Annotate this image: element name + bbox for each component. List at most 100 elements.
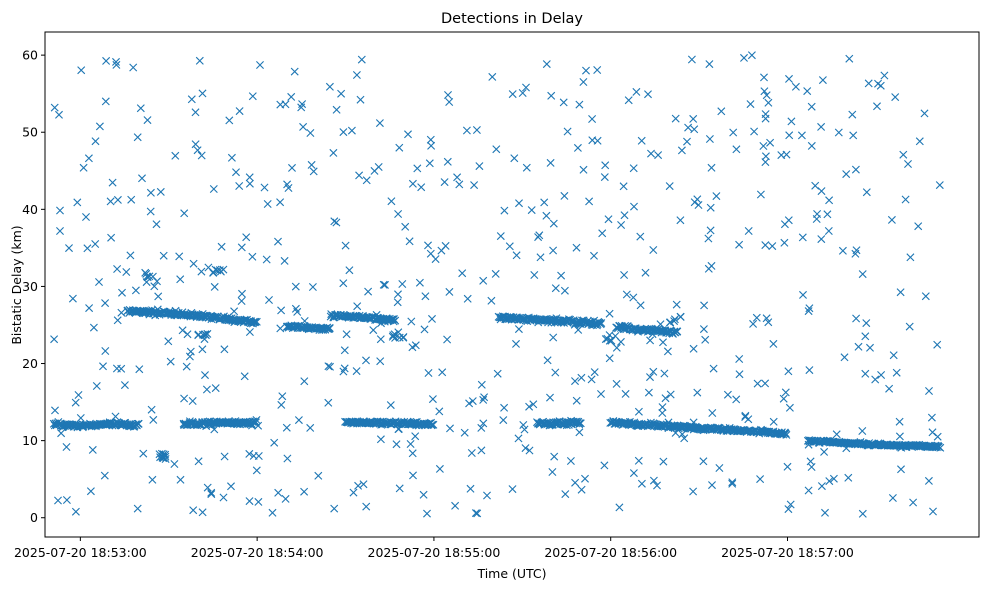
data-point-marker: [914, 222, 923, 231]
data-point-marker: [156, 187, 165, 196]
data-point-marker: [630, 202, 638, 211]
data-point-marker: [372, 310, 381, 319]
data-point-marker: [706, 203, 715, 212]
data-point-marker: [704, 264, 713, 273]
data-point-marker: [477, 423, 486, 432]
data-point-marker: [620, 211, 629, 220]
data-point-marker: [546, 393, 554, 402]
x-tick-label: 2025-07-20 18:57:00: [721, 545, 854, 560]
data-point-marker: [395, 484, 404, 493]
data-point-marker: [791, 82, 800, 91]
data-point-marker: [91, 137, 100, 146]
data-point-marker: [254, 452, 263, 460]
data-point-marker: [354, 481, 363, 490]
data-point-marker: [689, 344, 698, 353]
data-point-marker: [848, 110, 857, 119]
data-point-marker: [340, 364, 349, 373]
data-point-marker: [166, 357, 175, 366]
data-point-marker: [920, 109, 929, 118]
data-point-marker: [197, 267, 206, 276]
data-point-marker: [376, 335, 385, 344]
chart-title: Detections in Delay: [441, 11, 583, 27]
y-tick-label: 10: [22, 433, 38, 448]
data-point-marker: [375, 119, 384, 128]
data-point-marker: [664, 424, 673, 433]
data-point-marker: [683, 137, 691, 146]
data-point-marker: [330, 504, 339, 513]
data-point-marker: [514, 325, 523, 334]
data-point-marker: [603, 334, 612, 343]
data-point-marker: [838, 246, 847, 255]
data-point-marker: [217, 242, 226, 251]
data-point-marker: [431, 255, 440, 264]
data-point-marker: [678, 430, 687, 439]
data-point-marker: [666, 390, 675, 399]
data-point-marker: [512, 251, 521, 260]
data-point-marker: [588, 115, 597, 123]
data-point-marker: [590, 251, 598, 260]
data-point-marker: [444, 91, 452, 99]
x-tick-label: 2025-07-20 18:54:00: [191, 545, 324, 560]
data-point-marker: [612, 379, 621, 388]
data-point-marker: [909, 498, 918, 507]
data-point-marker: [256, 61, 264, 69]
data-point-marker: [671, 428, 680, 437]
data-point-marker: [332, 218, 341, 227]
data-point-marker: [747, 51, 756, 60]
data-point-marker: [78, 423, 87, 432]
data-point-marker: [467, 449, 476, 457]
data-point-marker: [542, 60, 551, 69]
data-point-marker: [428, 395, 437, 404]
data-point-marker: [891, 93, 900, 102]
data-point-marker: [750, 127, 759, 136]
data-point-marker: [499, 416, 508, 425]
data-point-marker: [619, 182, 628, 191]
data-point-marker: [349, 488, 358, 497]
data-point-marker: [807, 102, 816, 111]
data-point-marker: [687, 55, 696, 64]
data-point-marker: [780, 238, 789, 247]
data-point-marker: [135, 365, 144, 374]
data-point-marker: [756, 475, 765, 484]
data-point-marker: [597, 390, 605, 398]
data-point-marker: [308, 283, 317, 291]
data-point-marker: [483, 491, 491, 500]
data-point-marker: [761, 152, 770, 161]
data-point-marker: [83, 244, 92, 253]
data-point-marker: [146, 207, 155, 216]
data-point-marker: [880, 71, 889, 80]
data-point-marker: [211, 265, 220, 274]
data-point-marker: [753, 379, 762, 388]
data-point-marker: [854, 342, 863, 351]
data-point-marker: [415, 278, 424, 287]
data-point-marker: [785, 74, 793, 83]
data-point-marker: [622, 290, 631, 299]
data-point-marker: [701, 335, 710, 344]
data-point-marker: [274, 237, 282, 246]
data-point-marker: [73, 198, 82, 207]
data-point-marker: [644, 388, 653, 397]
data-point-marker: [600, 461, 609, 470]
data-point-marker: [543, 356, 552, 365]
data-point-marker: [895, 417, 904, 426]
data-point-marker: [572, 396, 581, 405]
data-point-marker: [818, 76, 827, 85]
data-point-marker: [479, 419, 488, 428]
data-point-marker: [823, 210, 832, 219]
data-point-marker: [194, 457, 203, 466]
data-point-marker: [761, 241, 770, 250]
data-point-marker: [300, 487, 309, 496]
data-point-marker: [825, 196, 834, 205]
data-point-marker: [209, 185, 218, 193]
data-point-marker: [845, 54, 854, 63]
data-point-marker: [889, 351, 898, 360]
data-point-marker: [840, 353, 849, 362]
data-point-marker: [276, 198, 285, 207]
data-point-marker: [74, 391, 83, 399]
data-point-marker: [290, 67, 299, 76]
data-point-marker: [147, 405, 156, 414]
data-point-marker: [925, 387, 933, 395]
data-point-marker: [245, 328, 254, 336]
data-point-marker: [821, 508, 829, 517]
data-point-marker: [479, 395, 488, 404]
